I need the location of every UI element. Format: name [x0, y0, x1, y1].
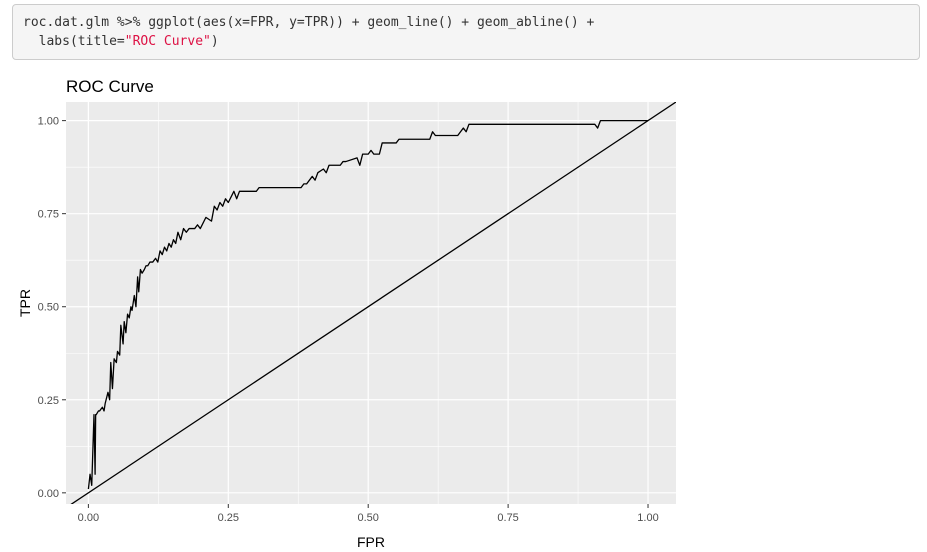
x-axis: 0.00 0.25 0.50 0.75 1.00: [78, 504, 659, 524]
x-tick-label: 0.50: [357, 512, 378, 524]
grid-minor: [66, 102, 676, 504]
roc-chart: ROC Curve 0.00 0.25 0.50 0.75 1.00 0.000.250…: [17, 77, 676, 550]
x-tick-label: 0.75: [497, 512, 518, 524]
x-tick-label: 1.00: [637, 512, 658, 524]
y-tick-label: 1.00: [38, 116, 59, 128]
y-axis: 0.00 0.25 0.50 0.75 1.00: [38, 116, 66, 500]
code-line-2-suffix: ): [210, 34, 219, 49]
abline-diagonal: [70, 102, 676, 504]
code-line-2-prefix: labs(title=: [23, 34, 125, 49]
x-axis-label: FPR: [357, 534, 385, 550]
chart-title: ROC Curve: [66, 77, 154, 96]
code-line-1: roc.dat.glm %>% ggplot(aes(x=FPR, y=TPR)…: [23, 15, 595, 30]
y-tick-label: 0.00: [38, 488, 59, 500]
x-tick-label: 0.25: [218, 512, 239, 524]
y-tick-label: 0.50: [38, 302, 59, 314]
y-axis-label: TPR: [17, 289, 33, 317]
roc-series-line: [87, 119, 649, 490]
y-tick-label: 0.75: [38, 209, 59, 221]
x-tick-label: 0.00: [78, 512, 99, 524]
plot-area: [70, 102, 676, 504]
y-tick-label: 0.25: [38, 395, 59, 407]
code-line-2-string: "ROC Curve": [124, 34, 211, 49]
code-block: roc.dat.glm %>% ggplot(aes(x=FPR, y=TPR)…: [12, 4, 920, 60]
grid-major: [66, 102, 676, 504]
